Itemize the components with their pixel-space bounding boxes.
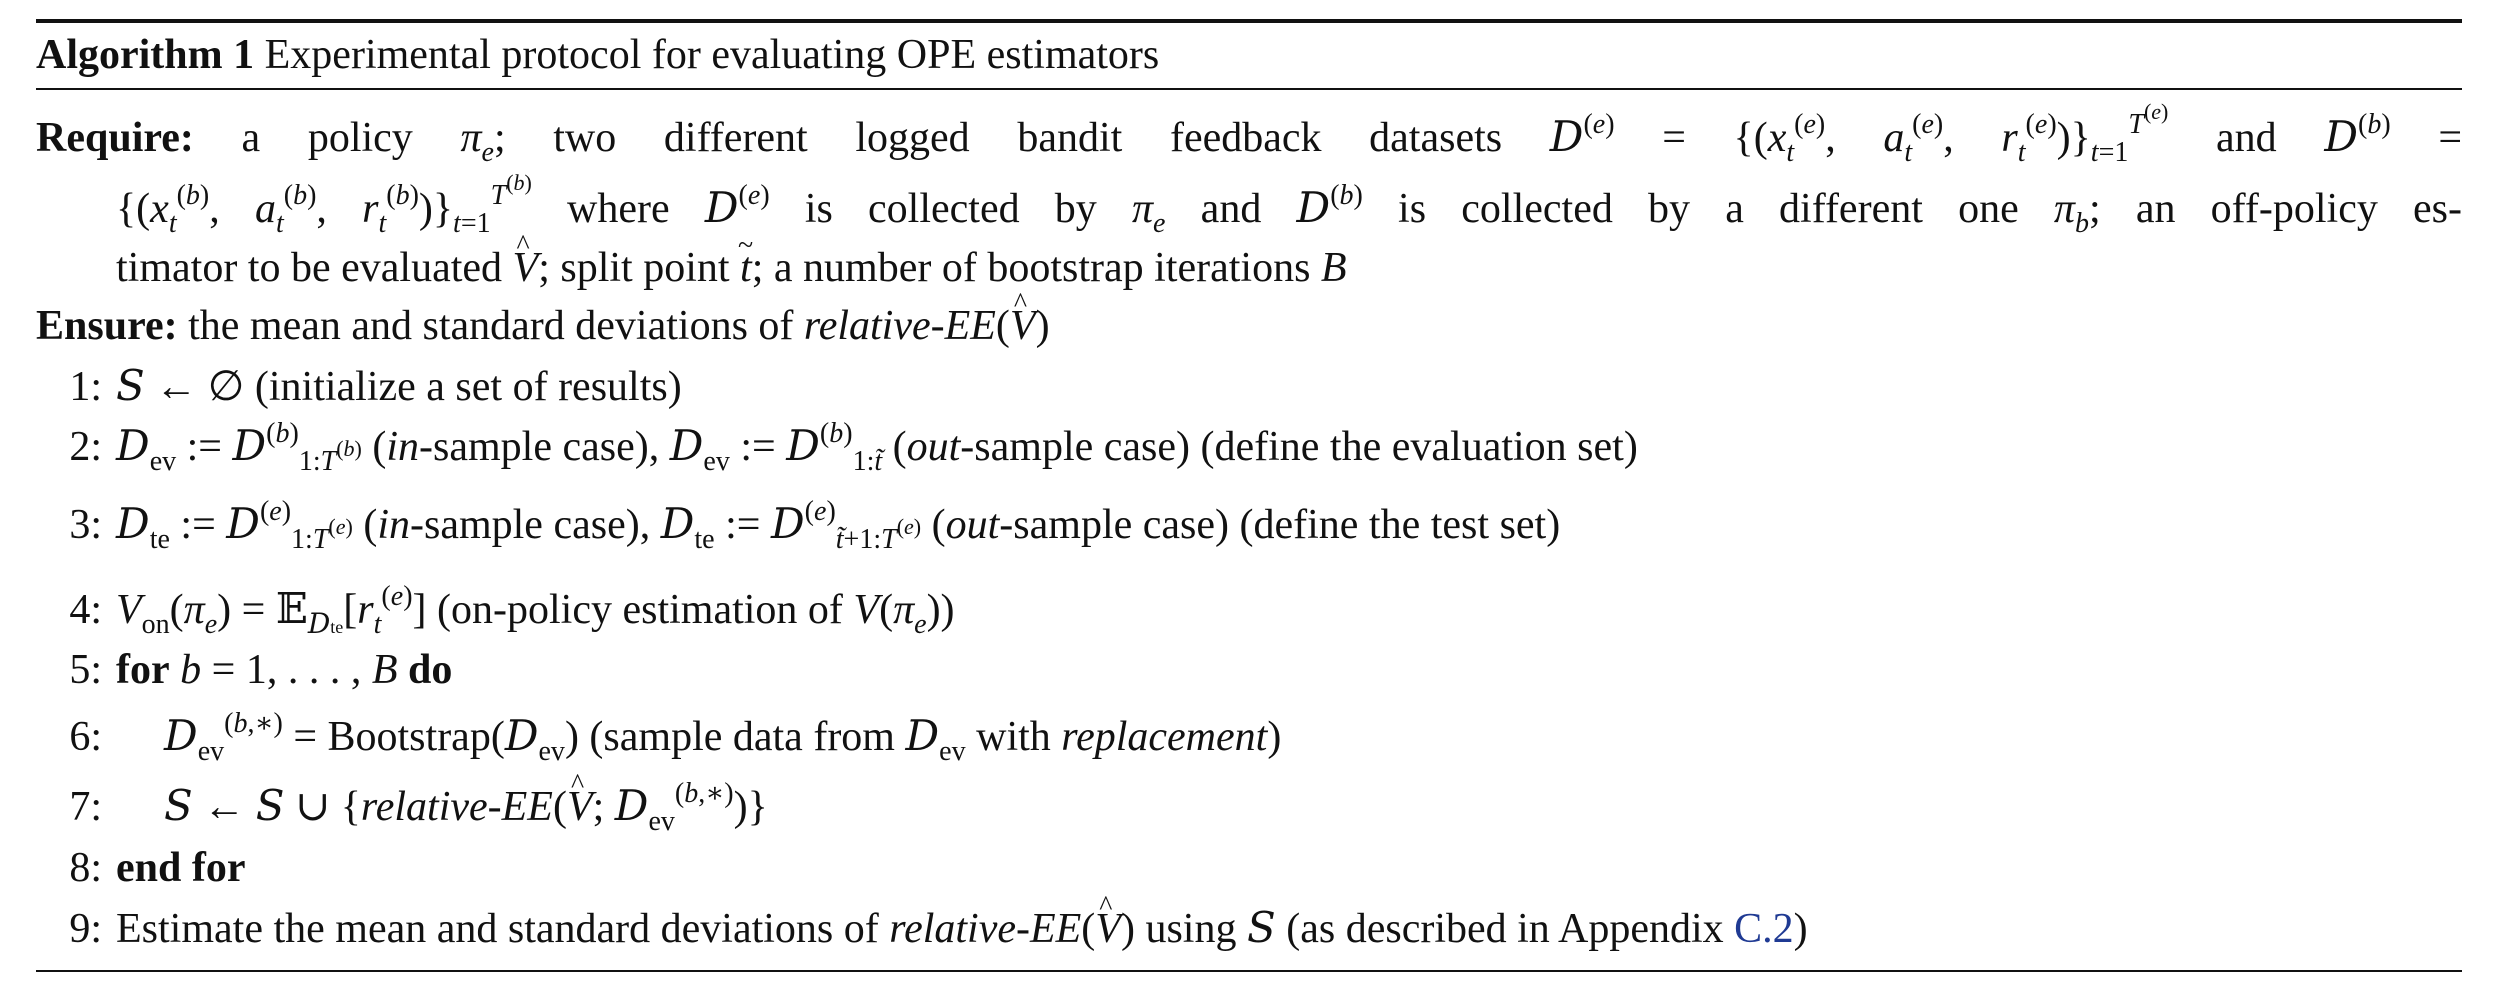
algorithm-title: Algorithm 1 Experimental protocol for ev… xyxy=(36,26,1159,84)
require-line-3: timator to be evaluated V; split point t… xyxy=(116,216,1347,298)
step-number: 6: xyxy=(69,714,102,760)
step-number: 3: xyxy=(69,502,102,548)
step-9: 9: Estimate the mean and standard deviati… xyxy=(36,877,1807,959)
step-number: 2: xyxy=(69,424,102,470)
step-number: 1: xyxy=(69,364,102,410)
step-3: 3: Dte := D(e)1:T(e) (in-sample case), Dt… xyxy=(36,494,1560,555)
step-number: 8: xyxy=(69,845,102,891)
step-number: 7: xyxy=(69,784,102,830)
step-4: 4: Von(πe) = 𝔼Dte[rt(e)] (on-policy estim… xyxy=(36,580,954,640)
top-rule xyxy=(36,19,2462,23)
step-7: 7:S ← S ∪ {relative-EE(V; Dev(b,∗))} xyxy=(36,755,767,837)
step-number: 4: xyxy=(69,587,102,633)
mid-rule xyxy=(36,88,2462,90)
require-line-1: Require: a policy πe; two different logg… xyxy=(36,99,2463,168)
step-5: 5: for b = 1, . . . , B do xyxy=(36,640,452,700)
ensure-text: the mean and standard deviations of xyxy=(188,303,804,349)
ensure-line: Ensure: the mean and standard deviations… xyxy=(36,274,1050,356)
require-keyword: Require: xyxy=(36,115,194,161)
bottom-rule xyxy=(36,970,2462,972)
require-line-2: {(xt(b), at(b), rt(b))}t=1T(b) where D(e… xyxy=(116,170,2462,239)
step-number: 5: xyxy=(69,647,102,693)
appendix-link[interactable]: C.2 xyxy=(1734,906,1794,952)
algorithm-label: Algorithm 1 xyxy=(36,32,255,78)
algorithm-caption: Experimental protocol for evaluating OPE… xyxy=(264,32,1160,78)
step-6: 6: Dev(b,∗) = Bootstrap(Dev) (sample data… xyxy=(36,706,1281,767)
step-number: 9: xyxy=(69,906,102,952)
ensure-metric: relative-EE xyxy=(803,303,996,349)
step-2: 2: Dev := D(b)1:T(b) (in-sample case), De… xyxy=(36,416,1638,477)
step-1: 1: S ← ∅ (initialize a set of results) xyxy=(36,356,681,417)
step-8: 8: end for xyxy=(36,838,245,898)
ensure-keyword: Ensure: xyxy=(36,303,178,349)
